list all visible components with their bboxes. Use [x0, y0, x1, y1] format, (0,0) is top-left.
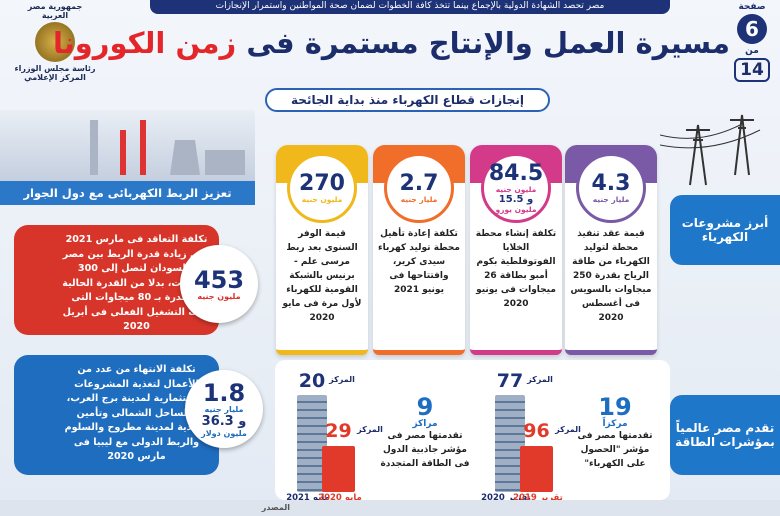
rank-label: المركز — [527, 375, 553, 384]
page: 6 — [737, 14, 767, 44]
rank-bar — [322, 446, 355, 492]
value-circle: 84.5 مليون جنيه و 15.5 مليون يورو — [481, 153, 551, 223]
rank-label: المركز — [555, 425, 581, 434]
plant — [90, 120, 245, 175]
rank-new: 20 — [297, 372, 327, 391]
period: مايو 2020 — [318, 493, 362, 503]
unit: مليون جنيه — [495, 184, 537, 194]
extra-value: و 15.5 — [498, 193, 534, 205]
value: 453 — [193, 265, 245, 294]
page-number: صفحة 6 من 14 — [734, 2, 770, 82]
extra-value: و 36.3 — [201, 413, 247, 429]
period: تقرير 2019 — [513, 493, 563, 503]
rank-bar — [520, 446, 553, 492]
value-circle: 4.3 مليار جنيه — [576, 153, 646, 223]
card: 270 مليون جنيه قيمة الوفر السنوى بعد ربط م… — [276, 145, 368, 355]
title-highlight: زمن الكورونا — [52, 26, 237, 60]
card: 4.3 مليار جنيه قيمة عقد تنفيذ محطة لتوليد … — [565, 145, 657, 355]
card: 2.7 مليار جنيه تكلفة إعادة تأهيل محطة تولي… — [373, 145, 465, 355]
total: 14 — [734, 58, 770, 82]
footer: المصدر — [0, 500, 780, 516]
value-circle: 2.7 مليار جنيه — [384, 153, 454, 223]
description: قيمة عقد تنفيذ محطة لتوليد الكهرباء من ط… — [570, 229, 652, 323]
emblem — [35, 22, 75, 62]
value: 2.7 — [399, 170, 439, 196]
description: تكلفة إعادة تأهيل محطة توليد كهرباء سيدى… — [378, 229, 460, 295]
gain: 19 مركزاً تقدمتها مصر فى مؤشر "الحصول على … — [570, 395, 660, 471]
rank-value: 77 — [496, 370, 524, 392]
rank-old: 96 — [520, 422, 553, 441]
extra-unit: مليون يورو — [495, 204, 537, 214]
value-circle: 1.8 مليار جنيه و 36.3 مليون دولار — [185, 370, 263, 448]
power-lines — [660, 114, 761, 186]
value-circle: 453 مليون جنيه — [180, 245, 258, 323]
subtitle: إنجازات قطاع الكهرباء منذ بداية الجائحة — [265, 88, 550, 112]
unit: مليار جنيه — [400, 194, 438, 204]
period: تقرير 2020 — [481, 493, 531, 503]
rank-value: 96 — [523, 420, 550, 442]
period: مايو 2021 — [286, 493, 330, 503]
value: 84.5 — [488, 160, 544, 186]
value: 4.3 — [591, 170, 631, 196]
logo-line: المركز الإعلامي — [24, 73, 86, 82]
logo-line: رئاسة مجلس الوزراء — [14, 64, 96, 73]
gain-value: 19 — [598, 393, 632, 421]
unit: مليون جنيه — [197, 291, 241, 301]
info-box: تكلفة التعاقد فى مارس 2021 على زيادة قدر… — [14, 225, 219, 335]
logo: جمهورية مصر العربية رئاسة مجلس الوزراء ا… — [14, 2, 96, 96]
description: قيمة الوفر السنوى بعد ربط مرسى علم - برن… — [282, 229, 362, 323]
rank-old: 29 — [322, 422, 355, 441]
logo-line: جمهورية مصر العربية — [27, 2, 83, 20]
extra-unit: مليون دولار — [201, 428, 247, 438]
gain: 9 مراكز تقدمتها مصر فى مؤشر جاذبية الدول ف… — [380, 395, 470, 471]
gain-unit: مراكز — [412, 419, 438, 429]
title: مسيرة العمل والإنتاج مستمرة فى زمن الكور… — [53, 26, 730, 60]
gain-text: تقدمتها مصر فى مؤشر جاذبية الدول فى الطا… — [380, 431, 470, 469]
gain-unit: مركزاً — [602, 419, 628, 429]
rank-new: 77 — [495, 372, 525, 391]
unit: مليار جنيه — [592, 194, 630, 204]
rank-label: المركز — [329, 375, 355, 384]
page-label: صفحة — [738, 2, 766, 12]
gain-value: 9 — [416, 393, 434, 421]
description: تكلفة إنشاء محطة الخلايا الفوتوفلطية بكو… — [475, 229, 557, 309]
banner: مصر تحصد الشهادة الدولية بالإجماع بينما … — [150, 0, 670, 14]
value: 270 — [299, 170, 345, 196]
section-label: تقدم مصر عالمياً بمؤشرات الطاقة — [670, 395, 780, 475]
rank-value: 20 — [298, 370, 326, 392]
rank-label: المركز — [357, 425, 383, 434]
info-box: تكلفة الانتهاء من عدد من الأعمال لتغذية … — [14, 355, 219, 475]
title-main: مسيرة العمل والإنتاج مستمرة فى — [246, 26, 730, 60]
unit: مليون جنيه — [301, 194, 343, 204]
section-label: أبرز مشروعات الكهرباء — [670, 195, 780, 265]
of-label: من — [745, 46, 759, 56]
card: 84.5 مليون جنيه و 15.5 مليون يورو تكلفة إنشا… — [470, 145, 562, 355]
gain-text: تقدمتها مصر فى مؤشر "الحصول على الكهرباء… — [577, 431, 653, 469]
section-label: تعزيز الربط الكهربائى مع دول الجوار — [0, 181, 255, 205]
value-circle: 270 مليون جنيه — [287, 153, 357, 223]
value: 1.8 — [202, 378, 246, 407]
unit: مليار جنيه — [204, 404, 244, 414]
rank-value: 29 — [325, 420, 352, 442]
